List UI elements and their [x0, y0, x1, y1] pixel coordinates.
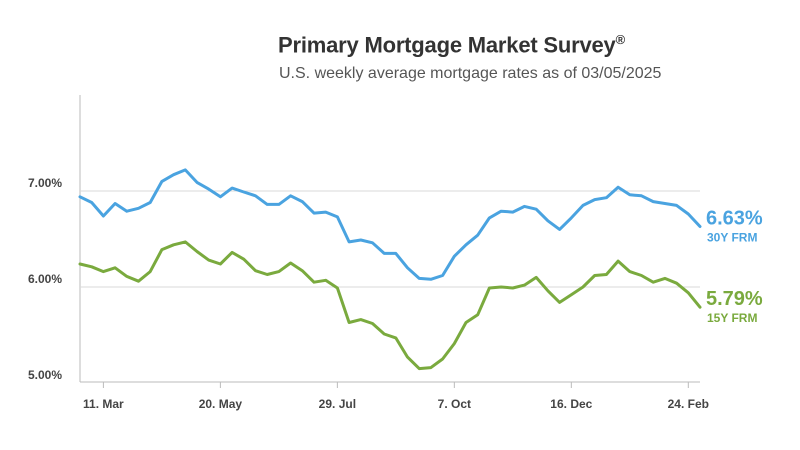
- x-tick-label: 20. May: [199, 397, 243, 411]
- chart-subtitle: U.S. weekly average mortgage rates as of…: [279, 65, 662, 82]
- series-line-30y: [78, 168, 702, 281]
- y-tick-label: 5.00%: [28, 368, 62, 382]
- chart-title-text: Primary Mortgage Market Survey: [278, 32, 616, 58]
- x-tick-label: 24. Feb: [668, 397, 709, 411]
- registered-mark: ®: [615, 32, 626, 47]
- x-tick-label: 16. Dec: [550, 397, 592, 411]
- end-value-label: 6.63%: [706, 208, 763, 230]
- x-tick-label: 11. Mar: [83, 397, 124, 411]
- series-name-label: 30Y FRM: [707, 231, 757, 245]
- end-value-label: 5.79%: [706, 288, 763, 310]
- y-tick-label: 7.00%: [28, 176, 62, 190]
- y-tick-label: 6.00%: [28, 272, 62, 286]
- x-tick-label: 7. Oct: [438, 397, 471, 411]
- chart-title: Primary Mortgage Market Survey®: [278, 32, 625, 58]
- series-name-label: 15Y FRM: [707, 311, 757, 325]
- x-tick-label: 29. Jul: [319, 397, 356, 411]
- series-line-15y: [78, 240, 702, 371]
